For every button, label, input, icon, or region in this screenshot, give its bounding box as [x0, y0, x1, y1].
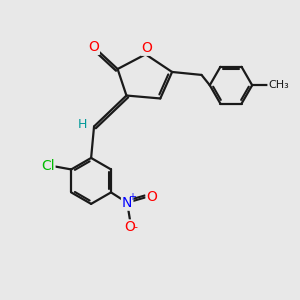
- Text: +: +: [128, 192, 136, 202]
- Text: O: O: [142, 41, 152, 55]
- Text: O: O: [125, 220, 136, 234]
- Text: Cl: Cl: [41, 160, 55, 173]
- Text: CH₃: CH₃: [268, 80, 289, 90]
- Text: H: H: [78, 118, 88, 131]
- Text: O: O: [146, 190, 158, 204]
- Text: N: N: [122, 196, 132, 210]
- Text: O: O: [88, 40, 99, 54]
- Text: -: -: [134, 222, 137, 233]
